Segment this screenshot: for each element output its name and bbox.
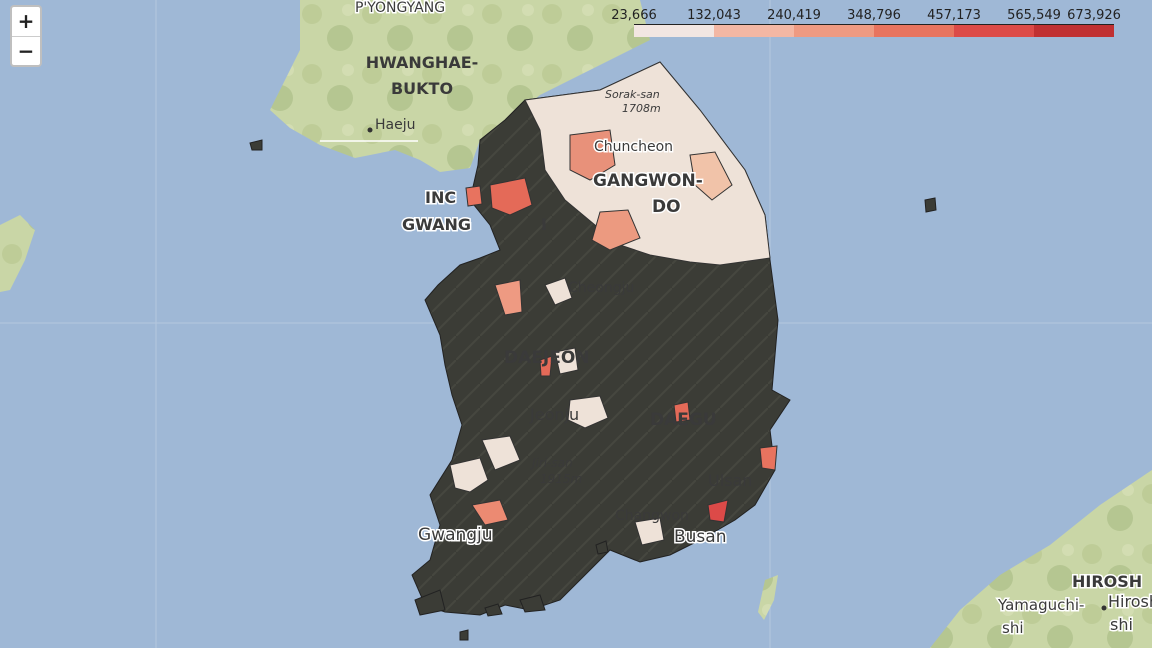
region-ulsan[interactable] [707,499,729,523]
region-daejeon[interactable] [554,347,579,375]
legend-swatch [634,25,714,37]
japan-land [930,470,1152,648]
zoom-control: + − [10,5,42,67]
region-cheonan[interactable] [494,279,523,316]
legend-tick: 673,926 [1067,8,1121,23]
region-chuncheon[interactable] [569,129,616,181]
label-daejeon: DAEJEON [504,348,590,368]
label-yamaguchi-2: shi [1002,619,1024,637]
legend-tick: 132,043 [687,8,741,23]
region-daegu[interactable] [673,401,691,423]
region-mokpo[interactable] [471,499,509,526]
label-hiroshima-city-2: shi [1110,615,1133,634]
legend-swatch [954,25,1034,37]
label-jeonju: Jeonju [529,405,579,424]
zoom-in-button[interactable]: + [12,7,40,37]
region-incheon[interactable] [465,185,483,207]
region-gangneung[interactable] [689,151,733,201]
legend-swatch [794,25,874,37]
north-korea-land [270,0,650,172]
label-gangwon-2: DO [652,197,681,217]
haeju-dot [367,127,373,133]
legend-tick: 23,666 [611,8,657,23]
legend-tick: 457,173 [927,8,981,23]
zoom-out-button[interactable]: − [17,39,35,63]
label-gwangju-metro: GWANG [402,215,471,234]
label-hwanghae-2: BUKTO [391,79,453,98]
label-busan: Busan [674,527,727,547]
label-hwanghae: HWANGHAE- [366,53,479,72]
legend-swatch [1034,25,1114,37]
label-haeju: Haeju [375,117,415,133]
legend-swatch [714,25,794,37]
legend-swatch [874,25,954,37]
label-cheongju: Cheongju [568,280,634,296]
legend-tick: 565,549 [1007,8,1061,23]
region-iksan[interactable] [481,435,521,471]
region-wonju[interactable] [591,209,641,251]
label-yamaguchi: Yamaguchi- [997,596,1084,614]
region-jeonju[interactable] [567,395,609,429]
label-chuncheon: Chuncheon [594,139,673,155]
label-jirisan-elev: 1915m [540,472,582,486]
label-pyongyang: P'YONGYANG [355,0,445,16]
label-incheon: INC [425,188,456,207]
label-daegu: DAEGU [650,410,717,430]
legend-tick: 348,796 [847,8,901,23]
color-legend: 23,666 132,043 240,419 348,796 457,173 5… [611,6,1121,38]
label-soraksan-elev: 1708m [622,102,661,115]
label-gangwon: GANGWON- [593,171,703,191]
legend-color-bar [634,24,1114,37]
label-soraksan: Sorak-san [605,88,660,101]
legend-tick: 240,419 [767,8,821,23]
label-gwangju: Gwangju [418,525,493,545]
label-gyeonggi-tail: I [541,215,547,234]
region-pohang[interactable] [759,445,778,471]
region-jinju[interactable] [634,517,665,546]
region-gunsan[interactable] [539,355,553,377]
region-gangwon[interactable] [524,61,771,266]
japan-island [758,575,778,620]
southern-islands [249,139,937,641]
label-changwon: Changwon [615,508,689,524]
label-jirisan: Jiri-san [530,456,573,470]
west-island [0,215,35,292]
label-hiroshima: HIROSH [1072,572,1142,591]
region-gwangju-area[interactable] [449,457,489,493]
label-ulsan: Ulsan [708,471,752,490]
region-cheongju[interactable] [544,277,573,306]
place-labels: P'YONGYANG HWANGHAE- BUKTO Haeju INC GWA… [320,0,1152,639]
label-hiroshima-city: Hirosh [1108,592,1152,611]
region-seoul[interactable] [489,177,533,216]
